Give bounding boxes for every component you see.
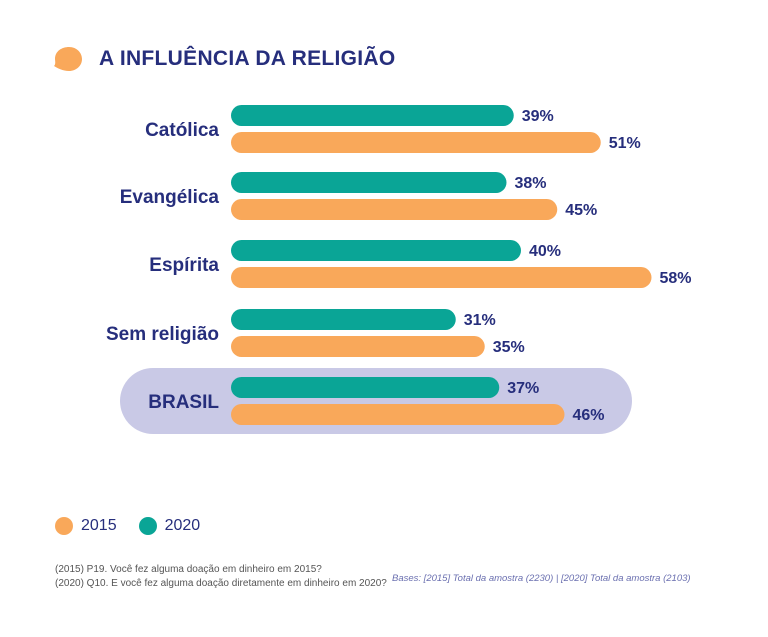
value-label-2020-sem-religiao: 31% — [464, 312, 496, 329]
value-label-2020-catolica: 39% — [522, 108, 554, 125]
legend-label-2015: 2015 — [81, 517, 117, 534]
value-label-2015-espirita: 58% — [660, 270, 692, 287]
bar-2020-brasil — [231, 377, 500, 398]
bar-2020-catolica — [231, 105, 514, 126]
drop-icon — [54, 47, 82, 71]
bar-2015-espirita — [231, 267, 652, 288]
value-label-2020-espirita: 40% — [529, 243, 561, 260]
category-label-catolica: Católica — [145, 120, 219, 141]
bar-2015-sem-religiao — [231, 336, 485, 357]
category-label-sem-religiao: Sem religião — [106, 324, 219, 345]
legend: 2015 2020 — [55, 517, 222, 535]
footnote-line-2015: (2015) P19. Você fez alguma doação em di… — [55, 564, 322, 575]
bar-chart: Católica 39% 51% Evangélica 38% 45% Espírita 40… — [106, 105, 692, 434]
chart-title-row: A INFLUÊNCIA DA RELIGIÃO — [53, 46, 396, 72]
legend-label-2020: 2020 — [164, 517, 201, 534]
value-label-2020-brasil: 37% — [507, 380, 539, 397]
value-label-2015-catolica: 51% — [609, 135, 641, 152]
sample-bases: Bases: [2015] Total da amostra (2230) | … — [392, 573, 691, 584]
bar-2020-evangelica — [231, 172, 507, 193]
value-label-2015-sem-religiao: 35% — [493, 339, 525, 356]
bar-2015-catolica — [231, 132, 601, 153]
chart-title: A INFLUÊNCIA DA RELIGIÃO — [99, 47, 396, 70]
bar-2015-evangelica — [231, 199, 558, 220]
value-label-2015-brasil: 46% — [573, 407, 605, 424]
legend-swatch-2020 — [138, 517, 157, 535]
legend-item-2020: 2020 — [138, 517, 201, 535]
legend-swatch-2015 — [55, 517, 73, 535]
value-label-2015-evangelica: 45% — [565, 202, 597, 219]
value-label-2020-evangelica: 38% — [515, 175, 547, 192]
footnote: (2015) P19. Você fez alguma doação em di… — [55, 563, 387, 591]
bar-2020-sem-religiao — [231, 309, 456, 330]
footnote-line-2020: (2020) Q10. E você fez alguma doação dir… — [55, 578, 387, 589]
category-label-brasil: BRASIL — [148, 392, 219, 413]
category-label-espirita: Espírita — [149, 255, 219, 276]
bar-2015-brasil — [231, 404, 565, 425]
category-label-evangelica: Evangélica — [120, 187, 220, 208]
bar-2020-espirita — [231, 240, 521, 261]
legend-item-2015: 2015 — [55, 517, 117, 535]
